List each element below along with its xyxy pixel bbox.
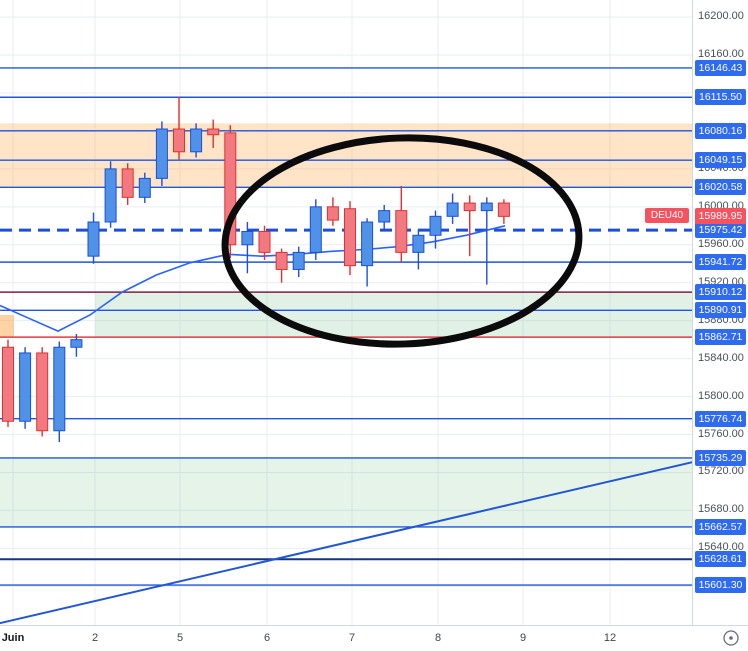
- candle-body: [344, 208, 356, 267]
- price-level-badge: 15941.72: [695, 254, 746, 271]
- time-tick: Juin: [1, 632, 25, 644]
- candle-body: [190, 128, 203, 153]
- price-tick: 15840.00: [698, 351, 744, 364]
- candle-body: [104, 168, 117, 223]
- candle-body: [53, 346, 66, 432]
- candle-body: [258, 230, 271, 253]
- candle-body: [292, 251, 305, 270]
- price-level-badge: 16146.43: [695, 59, 746, 76]
- time-tick: 9: [519, 632, 527, 644]
- candle-body: [412, 234, 425, 253]
- price-level-badge: 16020.58: [695, 179, 746, 196]
- price-level-badge: 15662.57: [695, 518, 746, 535]
- candle-body: [241, 230, 254, 246]
- demand-zone-mid: [95, 292, 692, 338]
- candle-body: [480, 202, 493, 212]
- time-tick: 6: [263, 632, 271, 644]
- target-icon: [723, 630, 739, 646]
- price-tick: 15640.00: [698, 541, 744, 554]
- candle-body: [207, 128, 220, 136]
- time-tick: 2: [91, 632, 99, 644]
- price-level-badge: 16115.50: [695, 89, 746, 106]
- candle-body: [361, 221, 374, 267]
- zone-fragment-left: [0, 314, 14, 337]
- candle-body: [19, 352, 32, 422]
- candle-body: [429, 215, 442, 236]
- price-level-badge: 15910.12: [695, 284, 746, 301]
- candle-body: [446, 202, 459, 217]
- price-tick: 15760.00: [698, 427, 744, 440]
- candle-body: [36, 352, 49, 432]
- price-tick: 15800.00: [698, 389, 744, 402]
- candle-body: [463, 202, 476, 212]
- candle-body: [326, 206, 339, 221]
- price-tick: 15960.00: [698, 237, 744, 250]
- price-level-badge: 15890.91: [695, 302, 746, 319]
- price-tick: 16200.00: [698, 10, 744, 23]
- current-price-badge: 15989.95: [695, 208, 746, 225]
- time-tick: 8: [434, 632, 442, 644]
- candle-body: [224, 132, 237, 246]
- price-level-badge: 16080.16: [695, 122, 746, 139]
- candle-body: [70, 339, 83, 348]
- candle-body: [155, 128, 168, 179]
- crosshair-target-icon[interactable]: [720, 628, 742, 650]
- candle-body: [275, 251, 288, 270]
- candle-body: [378, 210, 391, 223]
- price-axis[interactable]: 16200.0016160.0016040.0016000.0015960.00…: [692, 0, 748, 625]
- symbol-price-label: DEU40: [645, 208, 689, 224]
- candle-body: [395, 210, 408, 253]
- candle-body: [173, 128, 185, 153]
- candle-body: [497, 202, 510, 217]
- price-level-badge: 15862.71: [695, 329, 746, 346]
- supply-zone: [0, 123, 692, 188]
- candle-body: [121, 168, 134, 198]
- time-axis[interactable]: Juin 2 5 6 7 8 9 12: [0, 625, 748, 651]
- price-level-badge: 15628.61: [695, 551, 746, 568]
- time-tick: 5: [176, 632, 184, 644]
- candle-body: [309, 206, 322, 253]
- price-level-badge: 15776.74: [695, 410, 746, 427]
- price-tick: 16160.00: [698, 48, 744, 61]
- price-level-badge: 15735.29: [695, 449, 746, 466]
- time-tick: 7: [348, 632, 356, 644]
- price-tick: 15680.00: [698, 503, 744, 516]
- time-tick: 12: [603, 632, 617, 644]
- ellipse-annotation: [221, 134, 583, 348]
- demand-zone-low: [0, 457, 692, 527]
- price-level-badge: 16049.15: [695, 152, 746, 169]
- candle-body: [2, 346, 14, 422]
- price-level-badge: 15601.30: [695, 577, 746, 594]
- candle-body: [87, 221, 100, 257]
- candle-body: [138, 177, 151, 198]
- price-tick: 15720.00: [698, 465, 744, 478]
- price-level-badge: 15975.42: [695, 222, 746, 239]
- trendline: [0, 448, 748, 625]
